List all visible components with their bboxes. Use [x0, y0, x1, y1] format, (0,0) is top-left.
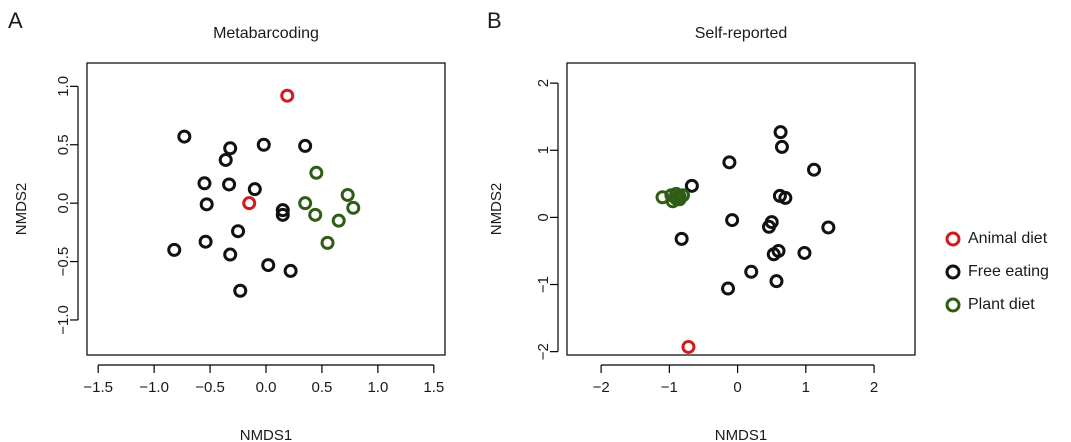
- panel-b-y-tick-label: 1: [535, 146, 552, 154]
- panel-a: A Metabarcoding −1.5 −1.0 −0.5 0.0 0.5 1.0 1.5 NM…: [8, 8, 446, 442]
- panel-a-x-tick-label: −1.0: [139, 379, 169, 396]
- panel-a-point-plant: [331, 213, 346, 228]
- panel-a-x-tick-label: 1.5: [423, 379, 444, 396]
- panel-a-x-tick-label: −0.5: [195, 379, 225, 396]
- panel-a-point-free: [231, 224, 246, 239]
- panel-a-point-free: [256, 137, 271, 152]
- panel-b-y-tick-label: −2: [535, 343, 552, 360]
- panel-b-point-free: [744, 264, 759, 279]
- panel-b-y-tick-label: 0: [535, 213, 552, 221]
- panel-b-x-tick-label: 0: [733, 379, 741, 396]
- panel-a-y-tick-label: −0.5: [55, 247, 72, 277]
- panel-b-x-tick-label: −1: [661, 379, 678, 396]
- panel-a-point-free: [198, 234, 213, 249]
- panel-b-x-tick-label: −2: [593, 379, 610, 396]
- panel-a-point-free: [167, 242, 182, 257]
- panel-b-x-tick-label: 1: [802, 379, 810, 396]
- panel-a-point-free: [197, 176, 212, 191]
- panel-a-point-free: [177, 129, 192, 144]
- panel-a-point-free: [275, 203, 290, 218]
- panel-b-x-axis-label: NMDS1: [715, 427, 768, 442]
- panel-b-point-free: [778, 190, 793, 205]
- panel-a-point-free: [199, 197, 214, 212]
- panel-a-point-free: [283, 263, 298, 278]
- panel-a-point-free: [223, 247, 238, 262]
- panel-a-y-tick-label: 0.0: [55, 193, 72, 214]
- panel-a-x-axis-label: NMDS1: [240, 427, 293, 442]
- panel-a-point-free: [223, 141, 238, 156]
- panel-b-point-free: [721, 281, 736, 296]
- panel-b-point-plant: [670, 190, 685, 205]
- panel-b-point-animal: [681, 339, 696, 354]
- legend-label-plant: Plant diet: [968, 296, 1035, 313]
- panel-a-point-plant: [340, 187, 355, 202]
- panel-a-y-axis-label: NMDS2: [13, 183, 30, 236]
- panel-b-point-free: [766, 247, 781, 262]
- panel-a-point-plant: [320, 235, 335, 250]
- panel-a-y-tick-label: 1.0: [55, 76, 72, 97]
- panel-a-point-animal: [242, 196, 257, 211]
- legend: Animal diet Free eating Plant diet: [945, 230, 1049, 313]
- panel-a-point-free: [218, 152, 233, 167]
- panel-b-point-free: [797, 245, 812, 260]
- legend-marker-animal: [945, 231, 961, 247]
- panel-a-point-plant: [346, 200, 361, 215]
- panel-b-point-free: [821, 220, 836, 235]
- panel-a-point-free: [222, 177, 237, 192]
- panel-a-point-free: [298, 138, 313, 153]
- panel-a-point-animal: [280, 88, 295, 103]
- panel-a-point-plant: [308, 207, 323, 222]
- panel-b-point-free: [773, 125, 788, 140]
- panel-b-point-plant: [672, 192, 687, 207]
- panel-a-plot-frame: [86, 62, 446, 356]
- panel-b-plot-frame: [566, 62, 916, 356]
- panel-a-point-plant: [309, 165, 324, 180]
- panel-b-x-tick-label: 2: [870, 379, 878, 396]
- panel-b-letter: B: [487, 8, 502, 33]
- panel-a-y-tick-label: 0.5: [55, 134, 72, 155]
- panel-a-point-free: [275, 207, 290, 222]
- panel-a-x-tick-label: 0.5: [312, 379, 333, 396]
- legend-marker-free: [945, 264, 961, 280]
- panel-a-y-tick-label: −1.0: [55, 305, 72, 335]
- panel-b-point-free: [761, 219, 776, 234]
- panel-a-point-plant: [298, 196, 313, 211]
- panel-b-y-tick-label: 2: [535, 79, 552, 87]
- legend-label-free: Free eating: [968, 263, 1049, 280]
- panel-b: B Self-reported −2 −1 0 1 2 NMDS1 −2 −1 0 1 2 NMDS2: [487, 8, 916, 442]
- panel-a-point-free: [233, 283, 248, 298]
- panel-b-title: Self-reported: [695, 25, 788, 42]
- panel-b-point-free: [807, 162, 822, 177]
- panel-b-y-axis-label: NMDS2: [488, 183, 505, 236]
- legend-label-animal: Animal diet: [968, 230, 1048, 247]
- panel-b-point-free: [774, 139, 789, 154]
- panel-b-y-tick-label: −1: [535, 276, 552, 293]
- panel-b-point-free: [674, 231, 689, 246]
- legend-marker-plant: [945, 297, 961, 313]
- panel-a-x-tick-label: 0.0: [256, 379, 277, 396]
- panel-a-letter: A: [8, 8, 23, 33]
- panel-b-point-free: [769, 274, 784, 289]
- panel-a-point-free: [261, 258, 276, 273]
- panel-b-point-free: [684, 178, 699, 193]
- panel-b-point-free: [725, 213, 740, 228]
- panel-a-point-free: [247, 182, 262, 197]
- panel-a-title: Metabarcoding: [213, 25, 319, 42]
- panel-a-x-tick-label: 1.0: [367, 379, 388, 396]
- panel-b-point-free: [722, 155, 737, 170]
- panel-a-x-tick-label: −1.5: [83, 379, 113, 396]
